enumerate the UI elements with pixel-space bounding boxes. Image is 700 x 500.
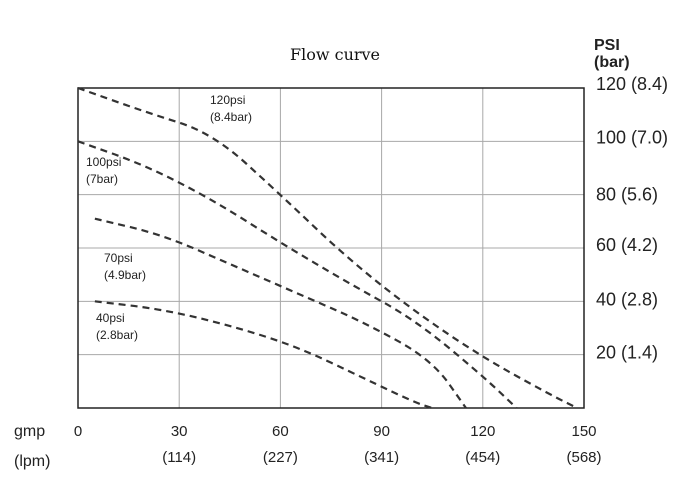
x-axis-label-gmp: gmp — [14, 423, 45, 440]
curve-label: 100psi — [86, 155, 121, 169]
curve-label: 120psi — [210, 93, 245, 107]
curve-label: 40psi — [96, 311, 125, 325]
y-tick-label: 60 (4.2) — [596, 235, 658, 255]
x-tick-sublabel: (227) — [263, 449, 298, 466]
x-ticks: 0 30 (114) 60 (227) 90 (341) 120 (454) 150 (568) — [74, 423, 602, 466]
x-tick-sublabel: (568) — [566, 449, 601, 466]
curve-label: (7bar) — [86, 172, 118, 186]
y-tick-label: 100 (7.0) — [596, 127, 668, 147]
x-tick-label: 150 — [571, 423, 596, 440]
x-tick-sublabel: (454) — [465, 449, 500, 466]
curve-label: (4.9bar) — [104, 268, 146, 282]
y-tick-label: 40 (2.8) — [596, 289, 658, 309]
x-axis-label-lpm: (lpm) — [14, 453, 50, 470]
x-tick-sublabel: (341) — [364, 449, 399, 466]
x-tick-label: 90 — [373, 423, 390, 440]
x-tick-sublabel: (114) — [162, 449, 196, 466]
x-tick-label: 60 — [272, 423, 289, 440]
y-tick-label: 120 (8.4) — [596, 74, 668, 94]
flow-curve-120psi — [77, 86, 578, 409]
y-tick-label: 80 (5.6) — [596, 185, 658, 205]
y-axis-label-bar: (bar) — [594, 54, 630, 71]
flow-curve-40psi — [94, 300, 433, 410]
flow-curve-100psi — [77, 140, 518, 409]
curves — [77, 86, 578, 410]
chart-title: Flow curve — [290, 45, 380, 64]
curve-label: (2.8bar) — [96, 328, 138, 342]
x-tick-label: 30 — [171, 423, 188, 440]
x-tick-label: 120 — [470, 423, 495, 440]
curve-label: (8.4bar) — [210, 110, 252, 124]
curve-labels: 120psi (8.4bar) 100psi (7bar) 70psi (4.9bar) 4… — [86, 93, 252, 342]
y-tick-label: 20 (1.4) — [596, 343, 658, 363]
x-tick-label: 0 — [74, 423, 82, 440]
y-axis-label-psi: PSI — [594, 37, 620, 54]
y-ticks: 120 (8.4) 100 (7.0) 80 (5.6) 60 (4.2) 40 (2.… — [596, 74, 668, 363]
plot-frame — [77, 87, 585, 409]
grid — [78, 88, 584, 408]
curve-label: 70psi — [104, 251, 133, 265]
flow-curve-70psi — [94, 217, 467, 409]
